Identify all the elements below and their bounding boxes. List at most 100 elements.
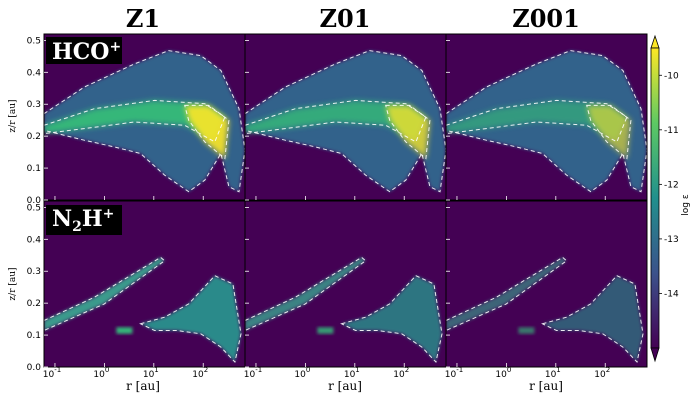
y-tick-label: 0.0 (27, 363, 42, 373)
species-label-n2h: N2H+ (46, 205, 122, 235)
y-tick-label: 0.2 (27, 132, 41, 142)
y-tick-label: 0.1 (27, 331, 41, 341)
field-region-spot (116, 327, 133, 334)
panel-hco-z1 (43, 33, 246, 201)
contour-line (245, 99, 427, 143)
field-region-peak (385, 105, 430, 159)
x-tick-label: 100 (294, 366, 310, 380)
x-tick-exp: -1 (456, 366, 463, 374)
y-tick-label: 0.3 (27, 100, 41, 110)
x-tick-exp: 0 (306, 366, 310, 374)
colorbar-tick-label: -10 (664, 71, 679, 81)
x-tick-exp: 1 (556, 366, 560, 374)
colorbar: -10 -11 -12 -13 -14 log ε (650, 34, 691, 363)
x-tick-exp: -1 (255, 366, 262, 374)
x-tick-exp: 1 (355, 366, 359, 374)
column-title-z1: Z1 (126, 4, 160, 33)
panel-field (245, 256, 443, 364)
panel-field (245, 50, 446, 193)
x-tick-exp: 2 (204, 366, 208, 374)
panel-n2h-z01 (244, 200, 447, 368)
x-tick-exp: 2 (606, 366, 610, 374)
x-tick-label: 102 (393, 366, 409, 380)
contour-line (184, 104, 230, 160)
species-label-hco: HCO+ (46, 37, 122, 65)
contour-line (446, 99, 628, 143)
field-region-filament (44, 257, 165, 331)
x-tick-label: 101 (344, 366, 360, 380)
x-tick-label: 10-1 (445, 366, 463, 380)
x-tick-label: 102 (192, 366, 208, 380)
species-n2h-sub: 2 (72, 219, 82, 235)
x-tick-base: 10 (143, 370, 155, 380)
x-tick-label: 101 (143, 366, 159, 380)
x-tick-exp: 2 (405, 366, 409, 374)
y-tick-label: 0.0 (27, 196, 42, 206)
species-n2h-sup: + (103, 206, 115, 222)
panel-frame (445, 200, 648, 368)
field-region-blob (542, 275, 643, 362)
panels (43, 33, 648, 368)
colorbar-tick-label: -14 (664, 289, 679, 299)
x-tick-label: 100 (93, 366, 109, 380)
y-axis-label-bottom: z/r [au] (8, 267, 18, 300)
panel-n2h-z001 (445, 200, 648, 368)
colorbar-extend-max (650, 34, 660, 49)
contour-line (586, 104, 632, 160)
panel-hco-z001 (445, 33, 648, 201)
contour-line (541, 275, 644, 364)
species-label-background (46, 37, 122, 64)
x-axis-label-z01: r [au] (328, 379, 362, 393)
column-title-z001: Z001 (512, 4, 580, 33)
x-tick-label: 100 (495, 366, 511, 380)
contour-line (44, 99, 226, 143)
field-region-spot (317, 327, 334, 334)
x-tick-labels: 10-1 100 101 102 10-1 100 101 102 10-1 100 101 102 (43, 366, 610, 380)
x-tick-label: 10-1 (244, 366, 262, 380)
column-title-z01: Z01 (320, 4, 371, 33)
contour-line (385, 104, 431, 160)
field-region-filament (446, 257, 567, 331)
species-hco-sup: + (109, 39, 121, 55)
colorbar-label: log ε (681, 194, 691, 216)
colorbar-extend-min (650, 347, 660, 363)
x-tick-exp: 0 (507, 366, 511, 374)
contour-line (139, 275, 242, 364)
field-region-core (245, 100, 426, 142)
x-tick-exp: 1 (154, 366, 158, 374)
field-region-filament (245, 257, 366, 331)
x-tick-base: 10 (545, 370, 557, 380)
x-tick-base: 10 (294, 370, 306, 380)
contour-line (245, 50, 446, 193)
y-tick-label: 0.4 (27, 68, 42, 78)
panel-field (44, 50, 245, 193)
colorbar-tick-label: -12 (664, 180, 679, 190)
colorbar-tick-label: -13 (664, 235, 679, 245)
y-tick-label: 0.3 (27, 267, 41, 277)
y-tick-label: 0.5 (27, 203, 41, 213)
x-tick-label: 101 (545, 366, 561, 380)
colorbar-bar (650, 47, 660, 349)
panel-field (44, 256, 242, 364)
y-tick-label: 0.1 (27, 164, 41, 174)
x-tick-base: 10 (244, 370, 256, 380)
y-tick-label: 0.2 (27, 299, 41, 309)
field-region-core (44, 100, 225, 142)
panel-field (446, 50, 647, 193)
contour-line (44, 50, 245, 193)
x-axis-label-z001: r [au] (529, 379, 563, 393)
x-tick-base: 10 (344, 370, 356, 380)
field-region-blob (140, 275, 241, 362)
x-tick-exp: -1 (54, 366, 61, 374)
x-tick-label: 10-1 (43, 366, 61, 380)
x-tick-base: 10 (43, 370, 55, 380)
y-tick-label: 0.5 (27, 36, 41, 46)
x-tick-base: 10 (93, 370, 105, 380)
y-axis-label-top: z/r [au] (8, 99, 18, 132)
x-tick-label: 102 (594, 366, 610, 380)
y-tick-labels: 0.00.10.20.30.40.50.00.10.20.30.40.5 (27, 36, 42, 373)
species-label-text: HCO+ (52, 39, 121, 65)
field-region-peak (184, 105, 229, 159)
field-region-peak (586, 105, 631, 159)
